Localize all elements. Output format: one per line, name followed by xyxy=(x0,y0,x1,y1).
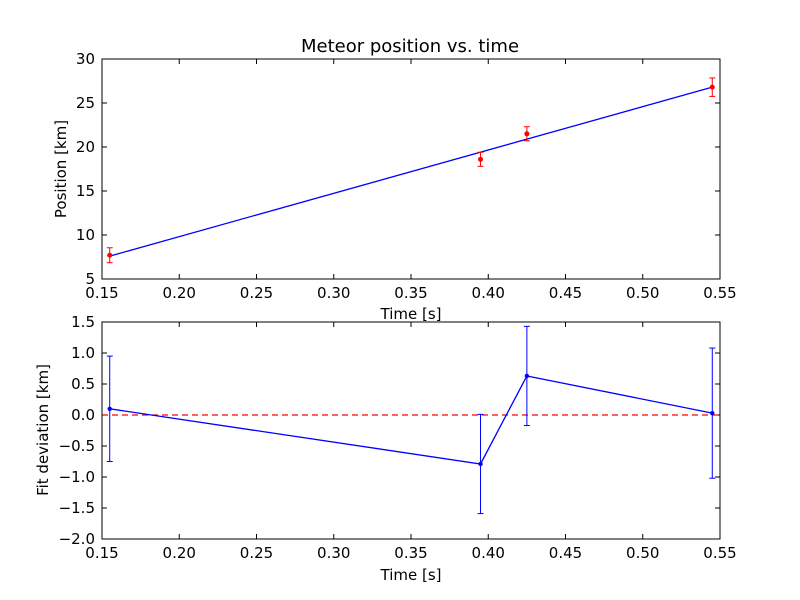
x-tick-label: 0.20 xyxy=(163,284,196,302)
x-tick-label: 0.30 xyxy=(317,544,350,562)
x-tick-label: 0.20 xyxy=(163,544,196,562)
x-tick-label: 0.50 xyxy=(626,284,659,302)
x-tick-label: 0.25 xyxy=(240,284,273,302)
x-axis-label: Time [s] xyxy=(380,566,442,584)
y-tick-label: 5 xyxy=(85,270,95,288)
chart-title: Meteor position vs. time xyxy=(301,36,519,57)
x-tick-label: 0.50 xyxy=(626,544,659,562)
y-tick-label: 20 xyxy=(76,138,95,156)
y-tick-label: 30 xyxy=(76,50,95,68)
y-tick-label: 1.5 xyxy=(71,313,95,331)
x-tick-label: 0.30 xyxy=(317,284,350,302)
x-tick-label: 0.45 xyxy=(549,544,582,562)
x-tick-label: 0.40 xyxy=(472,544,505,562)
x-tick-label: 0.40 xyxy=(472,284,505,302)
fit-line xyxy=(109,86,713,257)
x-tick-label: 0.35 xyxy=(394,284,427,302)
y-tick-label: 15 xyxy=(76,182,95,200)
x-tick-label: 0.15 xyxy=(85,284,118,302)
position-panel: Meteor position vs. time 0.15 0.20 0.25 0.3… xyxy=(52,36,737,323)
data-point xyxy=(710,410,715,416)
plot-frame xyxy=(101,321,721,540)
deviation-line xyxy=(109,375,713,465)
y-axis-label: Position [km] xyxy=(52,120,70,218)
x-tick-label: 0.55 xyxy=(703,544,736,562)
x-tick-label: 0.55 xyxy=(703,284,736,302)
data-point xyxy=(478,461,483,467)
x-axis-label: Time [s] xyxy=(380,305,442,323)
y-tick-label: 1.0 xyxy=(71,344,95,362)
y-tick-label: −0.5 xyxy=(59,437,95,455)
x-tick-label: 0.25 xyxy=(240,544,273,562)
y-tick-label: −2.0 xyxy=(59,530,95,548)
y-tick-label: 25 xyxy=(76,94,95,112)
data-point xyxy=(478,156,484,162)
y-tick-label: −1.5 xyxy=(59,499,95,517)
data-point xyxy=(524,131,530,137)
data-point xyxy=(107,252,113,258)
data-point xyxy=(709,84,715,90)
x-tick-label: 0.45 xyxy=(549,284,582,302)
data-point xyxy=(524,373,530,379)
deviation-panel: 0.15 0.20 0.25 0.30 0.35 0.40 0.45 0.50 0.55 −2.0… xyxy=(34,313,737,584)
y-axis-label: Fit deviation [km] xyxy=(34,364,52,496)
y-tick-label: −1.0 xyxy=(59,468,95,486)
x-tick-label: 0.15 xyxy=(85,544,118,562)
y-tick-label: 0.0 xyxy=(71,406,95,424)
y-tick-label: 10 xyxy=(76,226,95,244)
y-tick-label: 0.5 xyxy=(71,375,95,393)
x-tick-label: 0.35 xyxy=(394,544,427,562)
plot-frame xyxy=(101,58,721,280)
data-point xyxy=(107,406,112,411)
